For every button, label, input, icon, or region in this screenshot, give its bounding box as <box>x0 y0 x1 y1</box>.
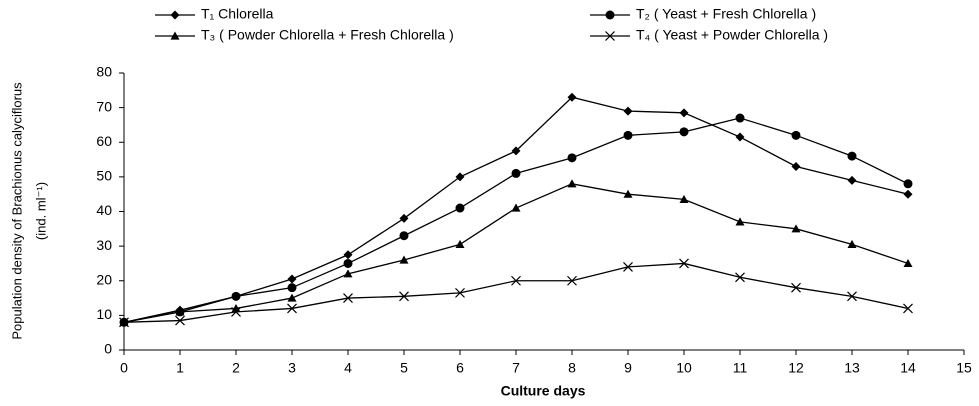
marker <box>343 250 353 260</box>
x-tick-label: 2 <box>232 360 240 376</box>
marker <box>847 151 857 161</box>
marker <box>735 113 745 123</box>
marker <box>679 108 689 118</box>
marker <box>287 303 297 314</box>
marker <box>399 291 409 302</box>
marker <box>399 213 409 223</box>
y-tick-label: 0 <box>104 341 112 357</box>
marker <box>455 203 465 213</box>
marker <box>287 293 297 302</box>
y-tick-label: 60 <box>96 133 112 149</box>
marker <box>455 287 465 298</box>
marker <box>605 31 615 41</box>
x-axis-label: Culture days <box>501 383 586 399</box>
marker <box>791 161 801 171</box>
marker <box>679 258 689 269</box>
legend-label: T₄ ( Yeast + Powder Chlorella ) <box>636 27 828 43</box>
x-tick-label: 14 <box>900 360 916 376</box>
marker <box>567 179 577 188</box>
marker <box>567 92 577 102</box>
marker <box>605 10 615 20</box>
marker <box>399 255 409 264</box>
marker <box>399 231 409 241</box>
x-tick-label: 8 <box>568 360 576 376</box>
series-line <box>123 262 909 323</box>
marker <box>455 239 465 248</box>
marker <box>119 317 129 328</box>
marker <box>903 303 913 314</box>
legend-label: T₁ Chlorella <box>201 6 274 22</box>
y-tick-label: 10 <box>96 306 112 322</box>
marker <box>791 282 801 293</box>
y-axis-label: (ind. ml⁻¹) <box>33 182 48 240</box>
marker <box>511 168 521 178</box>
x-tick-label: 7 <box>512 360 520 376</box>
marker <box>623 261 633 272</box>
x-tick-label: 11 <box>733 360 748 376</box>
marker <box>511 146 521 156</box>
marker <box>567 153 577 163</box>
marker <box>231 291 241 301</box>
marker <box>175 307 185 316</box>
marker <box>511 203 521 212</box>
marker <box>455 172 465 182</box>
marker <box>231 306 241 317</box>
y-tick-label: 40 <box>96 202 112 218</box>
marker <box>623 130 633 140</box>
marker <box>903 179 913 189</box>
legend-label: T₃ ( Powder Chlorella + Fresh Chlorella … <box>201 27 454 43</box>
marker <box>511 275 521 286</box>
marker <box>623 106 633 116</box>
x-tick-label: 4 <box>344 360 352 376</box>
x-tick-label: 13 <box>844 360 860 376</box>
marker <box>735 272 745 283</box>
marker <box>287 274 297 284</box>
marker <box>847 291 857 302</box>
marker <box>791 224 801 233</box>
y-tick-label: 30 <box>96 237 112 253</box>
x-tick-label: 15 <box>956 360 972 376</box>
marker <box>343 269 353 278</box>
marker <box>170 31 180 40</box>
x-tick-label: 5 <box>400 360 408 376</box>
marker <box>903 189 913 199</box>
marker <box>735 217 745 226</box>
marker <box>567 275 577 286</box>
x-tick-label: 12 <box>788 360 804 376</box>
legend-label: T₂ ( Yeast + Fresh Chlorella ) <box>636 6 816 22</box>
marker <box>847 175 857 185</box>
marker <box>847 239 857 248</box>
marker <box>903 258 913 268</box>
x-tick-label: 9 <box>624 360 632 376</box>
y-tick-label: 70 <box>96 98 112 114</box>
x-tick-label: 1 <box>176 360 184 376</box>
marker <box>343 293 353 303</box>
y-tick-label: 20 <box>96 271 112 287</box>
y-axis-label: Population density of Brachionus calycif… <box>9 82 24 340</box>
marker <box>623 189 633 198</box>
marker <box>791 130 801 140</box>
x-tick-label: 6 <box>456 360 464 376</box>
x-tick-label: 3 <box>288 360 296 376</box>
marker <box>343 258 353 268</box>
marker <box>175 315 185 326</box>
marker <box>287 283 297 293</box>
x-tick-label: 10 <box>676 360 692 376</box>
marker <box>679 194 689 203</box>
y-tick-label: 80 <box>96 64 112 80</box>
marker <box>170 10 180 20</box>
marker <box>735 132 745 142</box>
x-tick-label: 0 <box>120 360 128 376</box>
y-tick-label: 50 <box>96 168 112 184</box>
marker <box>679 127 689 137</box>
